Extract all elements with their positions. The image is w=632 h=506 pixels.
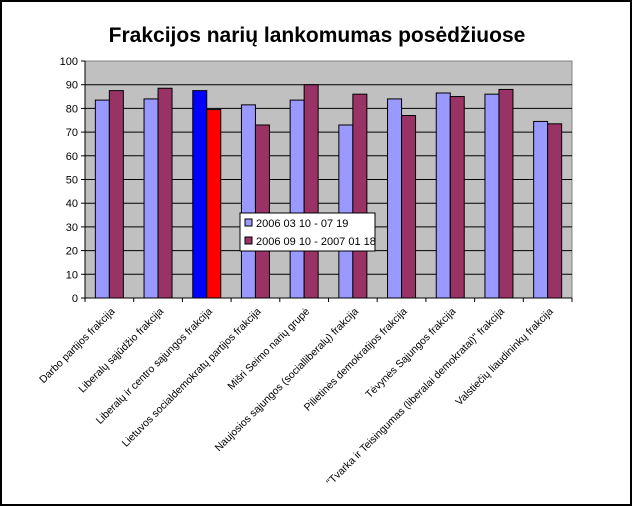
bar <box>289 99 305 299</box>
y-tick-label: 30 <box>66 222 78 234</box>
bar <box>547 123 563 299</box>
bar <box>157 87 173 299</box>
bar <box>435 92 451 299</box>
legend-label: 2006 03 10 - 07 19 <box>256 218 348 230</box>
legend-swatch <box>244 218 253 227</box>
y-tick-label: 100 <box>60 56 78 68</box>
y-tick-label: 20 <box>66 246 78 258</box>
bar <box>533 120 549 299</box>
y-tick-label: 0 <box>72 293 78 305</box>
bar <box>240 104 256 299</box>
y-tick-label: 60 <box>66 151 78 163</box>
legend-swatch <box>244 236 253 245</box>
category-label: Mišri Seimo narių grupė <box>225 306 312 393</box>
bar <box>143 98 159 299</box>
bar <box>108 90 124 299</box>
bar <box>484 93 500 299</box>
bar <box>192 90 208 299</box>
category-label: Tėvynės Sąjungos frakcija <box>363 306 458 401</box>
category-label: Pilietinės demokratijos frakcija <box>302 306 410 414</box>
bar <box>498 88 514 299</box>
bar <box>206 109 222 299</box>
bar <box>254 124 270 299</box>
y-tick-label: 80 <box>66 103 78 115</box>
y-tick-label: 10 <box>66 269 78 281</box>
bar <box>94 99 110 299</box>
bar <box>352 93 368 299</box>
y-tick-label: 50 <box>66 175 78 187</box>
chart-title: Frakcijos narių lankomumas posėdžiuose <box>109 24 526 47</box>
y-tick-label: 90 <box>66 80 78 92</box>
y-tick-label: 70 <box>66 127 78 139</box>
category-label: "Tvarka ir Teisingumas (liberalai demokr… <box>324 306 507 489</box>
x-axis <box>84 61 573 302</box>
legend: 2006 03 10 - 07 19 2006 09 10 - 2007 01 1… <box>239 212 376 252</box>
bar <box>401 115 417 299</box>
bar <box>303 84 319 299</box>
bar <box>387 98 403 299</box>
bar <box>449 96 465 299</box>
category-label: Valstiečių liaudininkų frakcija <box>453 306 556 409</box>
y-tick-label: 40 <box>66 198 78 210</box>
bars <box>94 84 563 299</box>
category-label: Liberalų sąjūdžio frakcija <box>76 306 166 396</box>
legend-box <box>239 212 376 252</box>
y-axis-ticks: 0 10 20 30 40 50 60 70 80 90 100 <box>60 56 85 305</box>
bar <box>338 124 354 299</box>
legend-label: 2006 09 10 - 2007 01 18 <box>256 236 376 248</box>
